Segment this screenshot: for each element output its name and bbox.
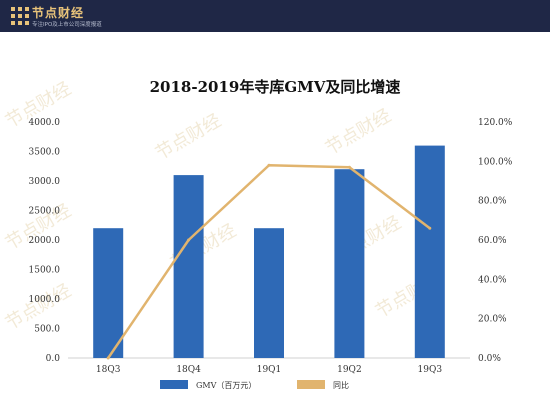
bar-18q3 [93,228,124,358]
y-left-tick-label: 1500.0 [29,266,61,276]
legend-swatch-gmv [160,380,188,389]
y-left-tick-label: 3500.0 [29,148,61,158]
y-left-tick-label: 0.0 [46,354,61,364]
bar-19q1 [254,228,284,358]
x-tick-label: 19Q1 [257,365,282,375]
yoy-point-19q3 [428,226,432,230]
bar-19q2 [334,169,365,358]
y-right-tick-label: 80.0% [478,197,507,207]
y-left-tick-label: 2000.0 [29,236,61,246]
y-right-tick-label: 100.0% [478,157,513,167]
y-right-tick-label: 40.0% [478,275,507,285]
y-left-tick-label: 500.0 [34,325,60,335]
x-tick-label: 19Q3 [418,365,443,375]
x-tick-label: 18Q4 [176,365,201,375]
brand-logo-icon [11,7,29,25]
legend-label-yoy: 同比 [333,380,349,390]
y-right-tick-label: 60.0% [478,236,507,246]
y-right-tick-label: 20.0% [478,315,507,325]
x-tick-label: 18Q3 [96,365,121,375]
brand-tagline: 专注IPO及上市公司深度报道 [32,22,102,28]
bar-18q4 [173,175,204,358]
watermark-text: 节点财经 [322,105,395,159]
legend-swatch-yoy [297,380,325,389]
chart-title: 2018-2019年寺库GMV及同比增速 [149,78,401,96]
x-tick-label: 19Q2 [337,365,362,375]
brand-name: 节点财经 [32,6,85,20]
y-left-tick-label: 1000.0 [29,295,61,305]
y-left-tick-label: 3000.0 [29,177,61,187]
y-left-tick-label: 2500.0 [29,207,61,217]
yoy-point-19q1 [267,163,271,167]
y-right-tick-label: 0.0% [478,354,501,364]
bar-19q3 [414,145,445,358]
watermark-text: 节点财经 [152,110,225,164]
legend-label-gmv: GMV（百万元） [196,381,256,390]
y-right-tick-label: 120.0% [478,118,513,128]
y-left-tick-label: 4000.0 [29,118,61,128]
yoy-point-18q3 [106,356,110,360]
yoy-point-18q4 [187,238,191,242]
yoy-point-19q2 [347,165,351,169]
header-bar: 节点财经 专注IPO及上市公司深度报道 [0,0,550,32]
